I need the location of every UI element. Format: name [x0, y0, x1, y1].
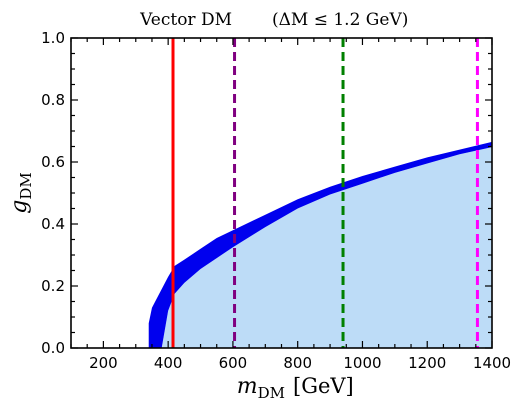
y-tick-label: 1.0 [41, 29, 65, 47]
y-tick-label: 0.4 [41, 215, 65, 233]
x-tick-label: 200 [89, 354, 118, 372]
x-tick-label: 400 [154, 354, 183, 372]
y-tick-label: 0.6 [41, 153, 65, 171]
x-tick-label: 800 [283, 354, 312, 372]
x-tick-label: 1200 [408, 354, 446, 372]
excluded-region [148, 147, 492, 348]
y-tick-label: 0.0 [41, 339, 65, 357]
x-axis-label-sub: DM [258, 384, 285, 400]
chart-title-right: (ΔM ≤ 1.2 GeV) [272, 10, 408, 30]
x-axis-label-var: m [237, 374, 258, 399]
y-tick-label: 0.2 [41, 277, 65, 295]
y-axis-label: gDM [7, 172, 35, 213]
x-axis-label: mDM [237, 374, 285, 400]
y-axis-label-var: g [7, 200, 32, 214]
y-tick-label: 0.8 [41, 91, 65, 109]
x-tick-label: 1000 [343, 354, 381, 372]
axes: 200 400 600 800 1000 1200 1400 0.0 0.2 0.4 0.6 0.8 1… [41, 29, 511, 372]
x-tick-label: 600 [219, 354, 248, 372]
plot-area [148, 38, 492, 348]
x-tick-label: 1400 [473, 354, 511, 372]
chart-title-left: Vector DM [139, 10, 232, 30]
relic-band [148, 141, 492, 348]
y-axis-label-sub: DM [17, 172, 35, 199]
x-axis-unit: [GeV] [293, 374, 354, 398]
